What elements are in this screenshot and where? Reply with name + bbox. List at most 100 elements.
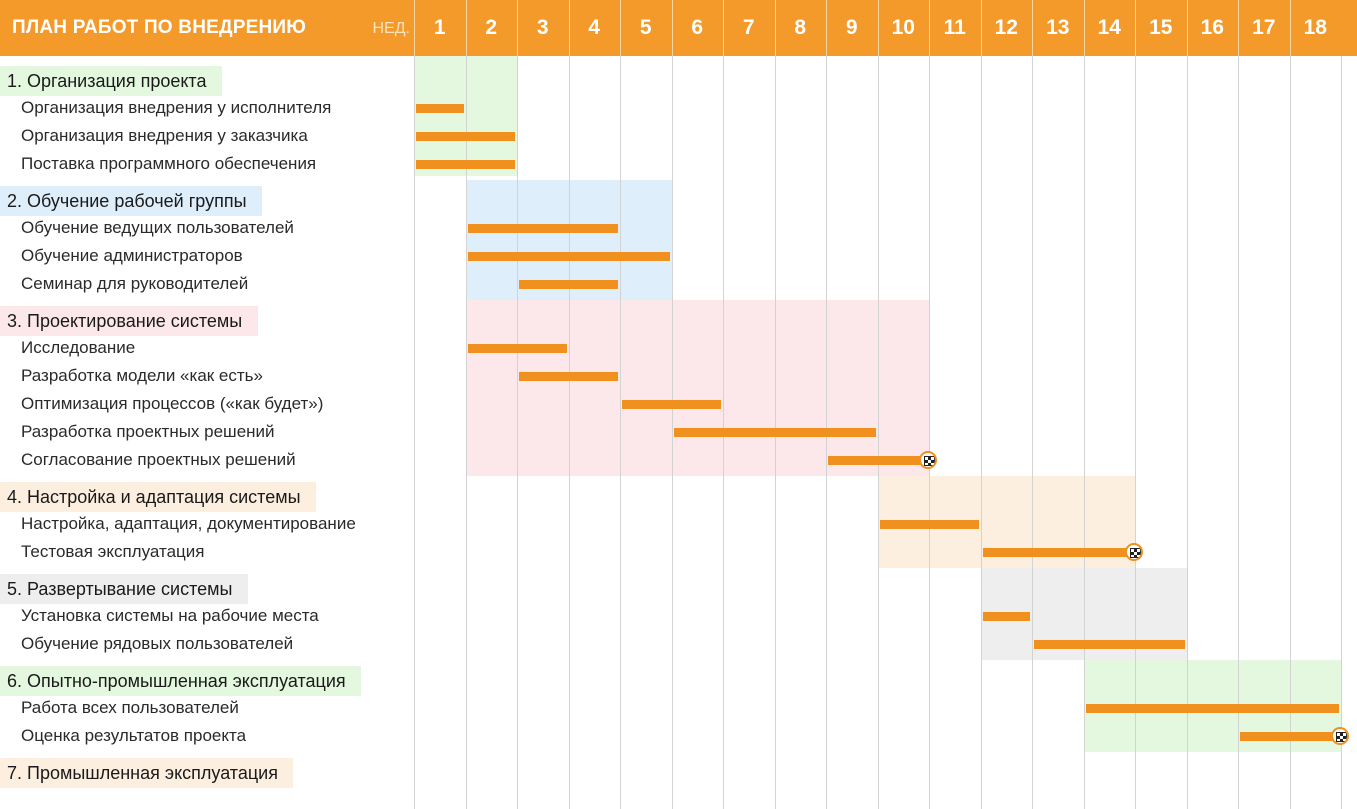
milestone-flag-icon bbox=[1125, 543, 1143, 561]
week-number: 12 bbox=[994, 16, 1018, 39]
week-gridline bbox=[929, 56, 930, 809]
week-gridline bbox=[1341, 56, 1342, 809]
task-bar bbox=[1085, 704, 1339, 713]
task-bar bbox=[673, 428, 876, 437]
week-gridline bbox=[465, 56, 467, 809]
week-number: 15 bbox=[1149, 16, 1173, 39]
milestone-flag-icon bbox=[919, 451, 937, 469]
chart-header bbox=[0, 0, 1357, 56]
task-bar bbox=[879, 520, 979, 529]
task-label: Поставка программного обеспечения bbox=[21, 154, 317, 173]
task-label: Семинар для руководителей bbox=[21, 274, 249, 293]
header-separator bbox=[517, 0, 518, 56]
header-separator bbox=[1083, 0, 1085, 56]
group-band bbox=[465, 300, 929, 476]
task-bar bbox=[416, 160, 515, 169]
group-label: 6. Опытно-промышленная эксплуатация bbox=[0, 666, 361, 696]
task-label: Обучение ведущих пользователей bbox=[21, 218, 294, 237]
task-label: Организация внедрения у заказчика bbox=[21, 126, 308, 145]
task-label: Работа всех пользователей bbox=[21, 698, 239, 717]
task-bar bbox=[982, 548, 1127, 557]
week-gridline bbox=[1238, 56, 1239, 809]
milestone-flag-icon bbox=[1331, 727, 1349, 745]
week-gridline bbox=[1083, 56, 1085, 809]
task-label: Оптимизация процессов («как будет») bbox=[21, 394, 324, 413]
header-separator bbox=[620, 0, 621, 56]
header-separator bbox=[671, 0, 673, 56]
week-gridline bbox=[671, 56, 673, 809]
week-gridline bbox=[1135, 56, 1136, 809]
task-label: Настройка, адаптация, документирование bbox=[21, 514, 356, 533]
header-separator bbox=[1135, 0, 1136, 56]
header-separator bbox=[465, 0, 467, 56]
task-label: Разработка проектных решений bbox=[21, 422, 275, 441]
week-number: 9 bbox=[845, 16, 858, 39]
group-label: 1. Организация проекта bbox=[0, 66, 222, 96]
task-label: Обучение рядовых пользователей bbox=[21, 634, 294, 653]
task-bar bbox=[1240, 732, 1333, 741]
week-number: 5 bbox=[639, 16, 652, 39]
task-bar bbox=[467, 344, 567, 353]
task-label: Согласование проектных решений bbox=[21, 450, 296, 469]
week-number: 11 bbox=[943, 16, 966, 39]
task-label: Разработка модели «как есть» bbox=[21, 366, 263, 385]
week-number: 3 bbox=[536, 16, 549, 39]
week-number: 14 bbox=[1097, 16, 1121, 39]
group-label: 4. Настройка и адаптация системы bbox=[0, 482, 316, 512]
week-number: 18 bbox=[1303, 16, 1327, 39]
header-separator bbox=[1032, 0, 1033, 56]
week-column-label: НЕД. bbox=[372, 20, 410, 37]
task-bar bbox=[416, 104, 464, 113]
week-gridline bbox=[568, 56, 570, 809]
week-number: 8 bbox=[794, 16, 807, 39]
task-bar bbox=[1034, 640, 1185, 649]
task-bar bbox=[519, 280, 618, 289]
header-separator bbox=[826, 0, 827, 56]
header-separator bbox=[1186, 0, 1188, 56]
group-label: 2. Обучение рабочей группы bbox=[0, 186, 262, 216]
task-bar bbox=[467, 224, 618, 233]
week-number: 10 bbox=[891, 16, 915, 39]
week-number: 4 bbox=[588, 16, 601, 39]
header-separator bbox=[929, 0, 930, 56]
header-separator bbox=[1238, 0, 1239, 56]
week-number: 13 bbox=[1046, 16, 1070, 39]
week-gridline bbox=[517, 56, 518, 809]
chart-title: ПЛАН РАБОТ ПО ВНЕДРЕНИЮ bbox=[12, 17, 307, 38]
task-bar bbox=[519, 372, 618, 381]
week-gridline bbox=[877, 56, 879, 809]
week-number: 1 bbox=[433, 16, 446, 39]
week-number: 6 bbox=[691, 16, 704, 39]
task-bar bbox=[622, 400, 721, 409]
header-separator bbox=[774, 0, 776, 56]
week-number: 16 bbox=[1200, 16, 1224, 39]
group-label: 5. Развертывание системы bbox=[0, 574, 248, 604]
week-number: 7 bbox=[742, 16, 755, 39]
task-bar bbox=[467, 252, 670, 261]
group-label: 7. Промышленная эксплуатация bbox=[0, 758, 293, 788]
header-separator bbox=[1289, 0, 1291, 56]
header-separator bbox=[877, 0, 879, 56]
week-gridline bbox=[414, 56, 415, 809]
task-bar bbox=[982, 612, 1030, 621]
group-label: 3. Проектирование системы bbox=[0, 306, 258, 336]
task-label: Тестовая эксплуатация bbox=[21, 542, 205, 561]
week-gridline bbox=[620, 56, 621, 809]
week-gridline bbox=[980, 56, 982, 809]
header-separator bbox=[980, 0, 982, 56]
task-label: Организация внедрения у исполнителя bbox=[21, 98, 332, 117]
header-separator bbox=[568, 0, 570, 56]
week-gridline bbox=[1289, 56, 1291, 809]
header-separator bbox=[414, 0, 415, 56]
task-label: Установка системы на рабочие места bbox=[21, 606, 319, 625]
header-separator bbox=[723, 0, 724, 56]
week-number: 17 bbox=[1252, 16, 1276, 39]
task-bar bbox=[828, 456, 921, 465]
week-gridline bbox=[1186, 56, 1188, 809]
task-label: Исследование bbox=[21, 338, 136, 357]
task-label: Оценка результатов проекта bbox=[21, 726, 247, 745]
week-number: 2 bbox=[485, 16, 498, 39]
task-label: Обучение администраторов bbox=[21, 246, 243, 265]
week-gridline bbox=[1032, 56, 1033, 809]
